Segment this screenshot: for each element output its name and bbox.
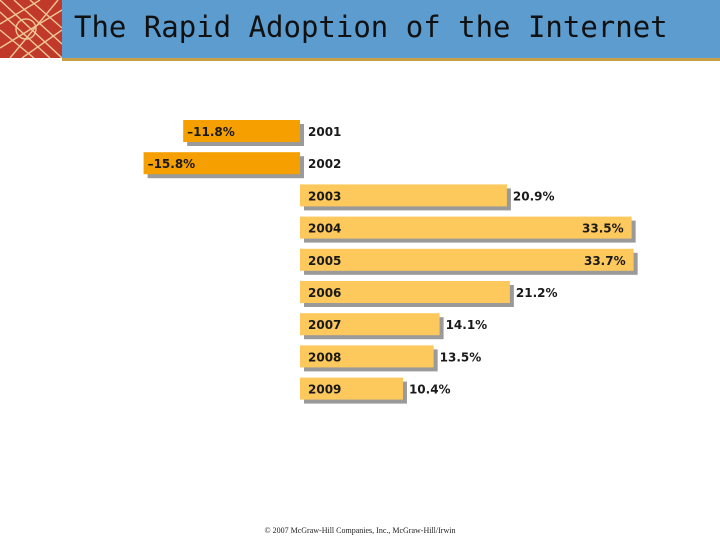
- bar: [300, 248, 634, 271]
- bar-chart: 2001 –11.8% 2002 –15.8% 2003 20.9% 2004 33.5% 20…: [143, 120, 638, 404]
- data-label: 13.5%: [440, 350, 482, 364]
- data-label: 21.2%: [516, 286, 558, 300]
- bar: [300, 216, 632, 239]
- category-label: 2006: [308, 286, 341, 300]
- sunburst-logo-icon: [0, 0, 62, 58]
- data-label: 14.1%: [446, 318, 488, 332]
- category-label: 2004: [308, 222, 341, 236]
- page-title: The Rapid Adoption of the Internet: [74, 10, 668, 44]
- category-label: 2005: [308, 254, 341, 268]
- data-label: –15.8%: [148, 157, 196, 171]
- data-label: –11.8%: [187, 125, 235, 139]
- bar: [300, 184, 507, 207]
- bar: [300, 377, 403, 400]
- category-label: 2007: [308, 318, 341, 332]
- category-label: 2002: [308, 157, 341, 171]
- data-label: 33.7%: [584, 254, 626, 268]
- bar: [300, 345, 434, 368]
- bar: [300, 313, 440, 336]
- data-label: 20.9%: [513, 189, 555, 203]
- title-bar: The Rapid Adoption of the Internet: [0, 0, 720, 58]
- bar: [183, 120, 300, 142]
- category-label: 2009: [308, 383, 341, 397]
- data-label: 33.5%: [582, 222, 624, 236]
- header-divider: [62, 58, 720, 61]
- bar: [143, 152, 300, 175]
- category-label: 2001: [308, 125, 341, 139]
- data-label: 10.4%: [409, 383, 451, 397]
- bar: [300, 281, 510, 303]
- category-label: 2008: [308, 350, 341, 364]
- category-label: 2003: [308, 189, 341, 203]
- copyright-notice: © 2007 McGraw-Hill Companies, Inc., McGr…: [264, 526, 456, 535]
